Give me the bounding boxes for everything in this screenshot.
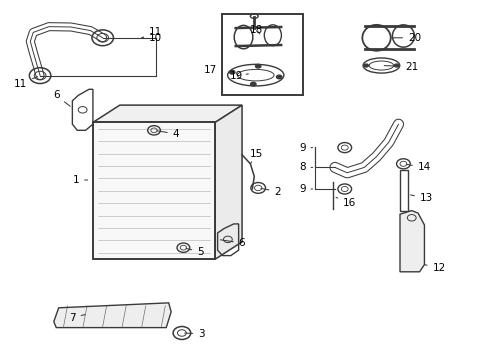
Text: 11: 11	[14, 77, 38, 89]
Circle shape	[393, 63, 399, 68]
Text: 8: 8	[298, 162, 312, 172]
Text: 15: 15	[249, 149, 263, 164]
Bar	[399, 170, 407, 211]
Circle shape	[363, 63, 368, 68]
Text: 14: 14	[406, 162, 430, 172]
Bar	[93, 122, 215, 259]
Text: 4: 4	[157, 129, 179, 139]
Text: 18: 18	[249, 24, 263, 35]
Text: 11: 11	[142, 27, 162, 38]
Polygon shape	[215, 105, 242, 259]
Circle shape	[254, 64, 261, 69]
Text: 9: 9	[298, 143, 312, 153]
Text: 12: 12	[424, 263, 445, 273]
Bar	[222, 14, 303, 95]
Text: 5: 5	[186, 247, 203, 257]
Text: 9: 9	[298, 184, 312, 194]
Text: 3: 3	[184, 329, 204, 339]
Text: 13: 13	[410, 193, 432, 203]
Circle shape	[275, 75, 282, 80]
Text: 2: 2	[261, 186, 281, 197]
Text: 6: 6	[53, 90, 70, 106]
Text: 10: 10	[142, 33, 162, 43]
Circle shape	[228, 70, 235, 75]
Text: 20: 20	[391, 33, 420, 43]
Text: 7: 7	[69, 312, 85, 323]
Polygon shape	[54, 303, 171, 328]
Text: 6: 6	[220, 238, 245, 248]
Text: 16: 16	[335, 197, 356, 208]
Polygon shape	[399, 211, 424, 272]
Text: 21: 21	[384, 62, 418, 72]
Polygon shape	[93, 105, 242, 122]
Circle shape	[249, 82, 256, 87]
Text: 17: 17	[203, 65, 222, 76]
Text: 19: 19	[229, 71, 248, 81]
Text: 1: 1	[72, 175, 87, 185]
